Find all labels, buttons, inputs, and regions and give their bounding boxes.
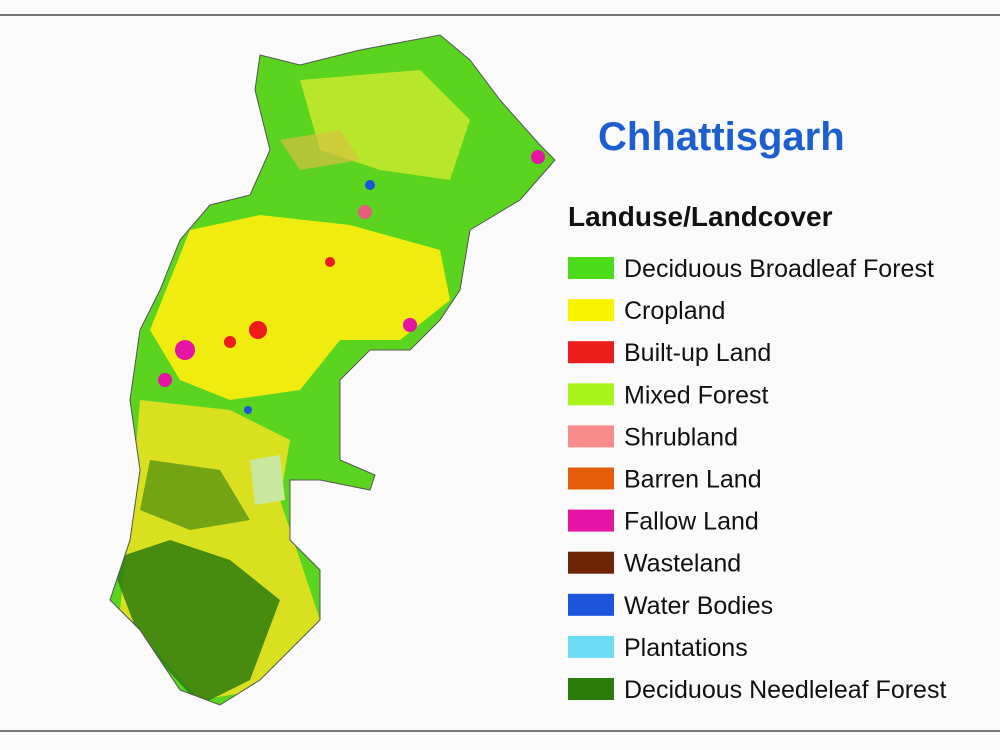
needleleaf-area	[110, 540, 280, 705]
urban-patch	[249, 321, 267, 339]
cropland-patch	[280, 130, 360, 170]
needleleaf-area	[140, 460, 250, 530]
legend-label: Wasteland	[624, 550, 741, 578]
legend-swatch	[568, 425, 614, 448]
legend-label: Plantations	[624, 634, 748, 662]
cropland-area	[150, 215, 450, 400]
legend-swatch	[568, 593, 614, 616]
legend-title: Landuse/Landcover	[568, 201, 833, 232]
urban-patch	[224, 336, 236, 348]
water-patch	[365, 180, 375, 190]
legend-label: Shrubland	[624, 423, 738, 451]
legend-label: Deciduous Needleleaf Forest	[624, 676, 946, 704]
legend-label: Built-up Land	[624, 339, 771, 367]
urban-patch	[325, 257, 335, 267]
legend: Deciduous Broadleaf Forest Cropland Built-…	[568, 255, 946, 704]
fallow-patch	[403, 318, 417, 332]
legend-swatch	[568, 635, 614, 658]
legend-swatch	[568, 678, 614, 700]
legend-swatch	[568, 257, 614, 279]
fallow-patch	[158, 373, 172, 387]
legend-label: Cropland	[624, 297, 725, 325]
legend-swatch	[568, 299, 614, 322]
legend-swatch	[568, 509, 614, 532]
state-outline	[109, 34, 556, 706]
legend-label: Deciduous Broadleaf Forest	[624, 255, 934, 283]
map-title: Chhattisgarh	[598, 115, 845, 159]
legend-label: Water Bodies	[624, 592, 773, 620]
legend-label: Mixed Forest	[624, 381, 769, 409]
fallow-patch	[531, 150, 545, 164]
legend-swatch	[568, 467, 614, 490]
water-patch	[244, 406, 252, 414]
legend-swatch	[568, 383, 614, 406]
shrub-patch	[250, 455, 285, 505]
legend-swatch	[568, 341, 614, 364]
legend-swatch	[568, 551, 614, 574]
fallow-patch	[175, 340, 195, 360]
legend-label: Barren Land	[624, 466, 762, 494]
legend-label: Fallow Land	[624, 508, 759, 536]
urban-patch	[358, 205, 372, 219]
